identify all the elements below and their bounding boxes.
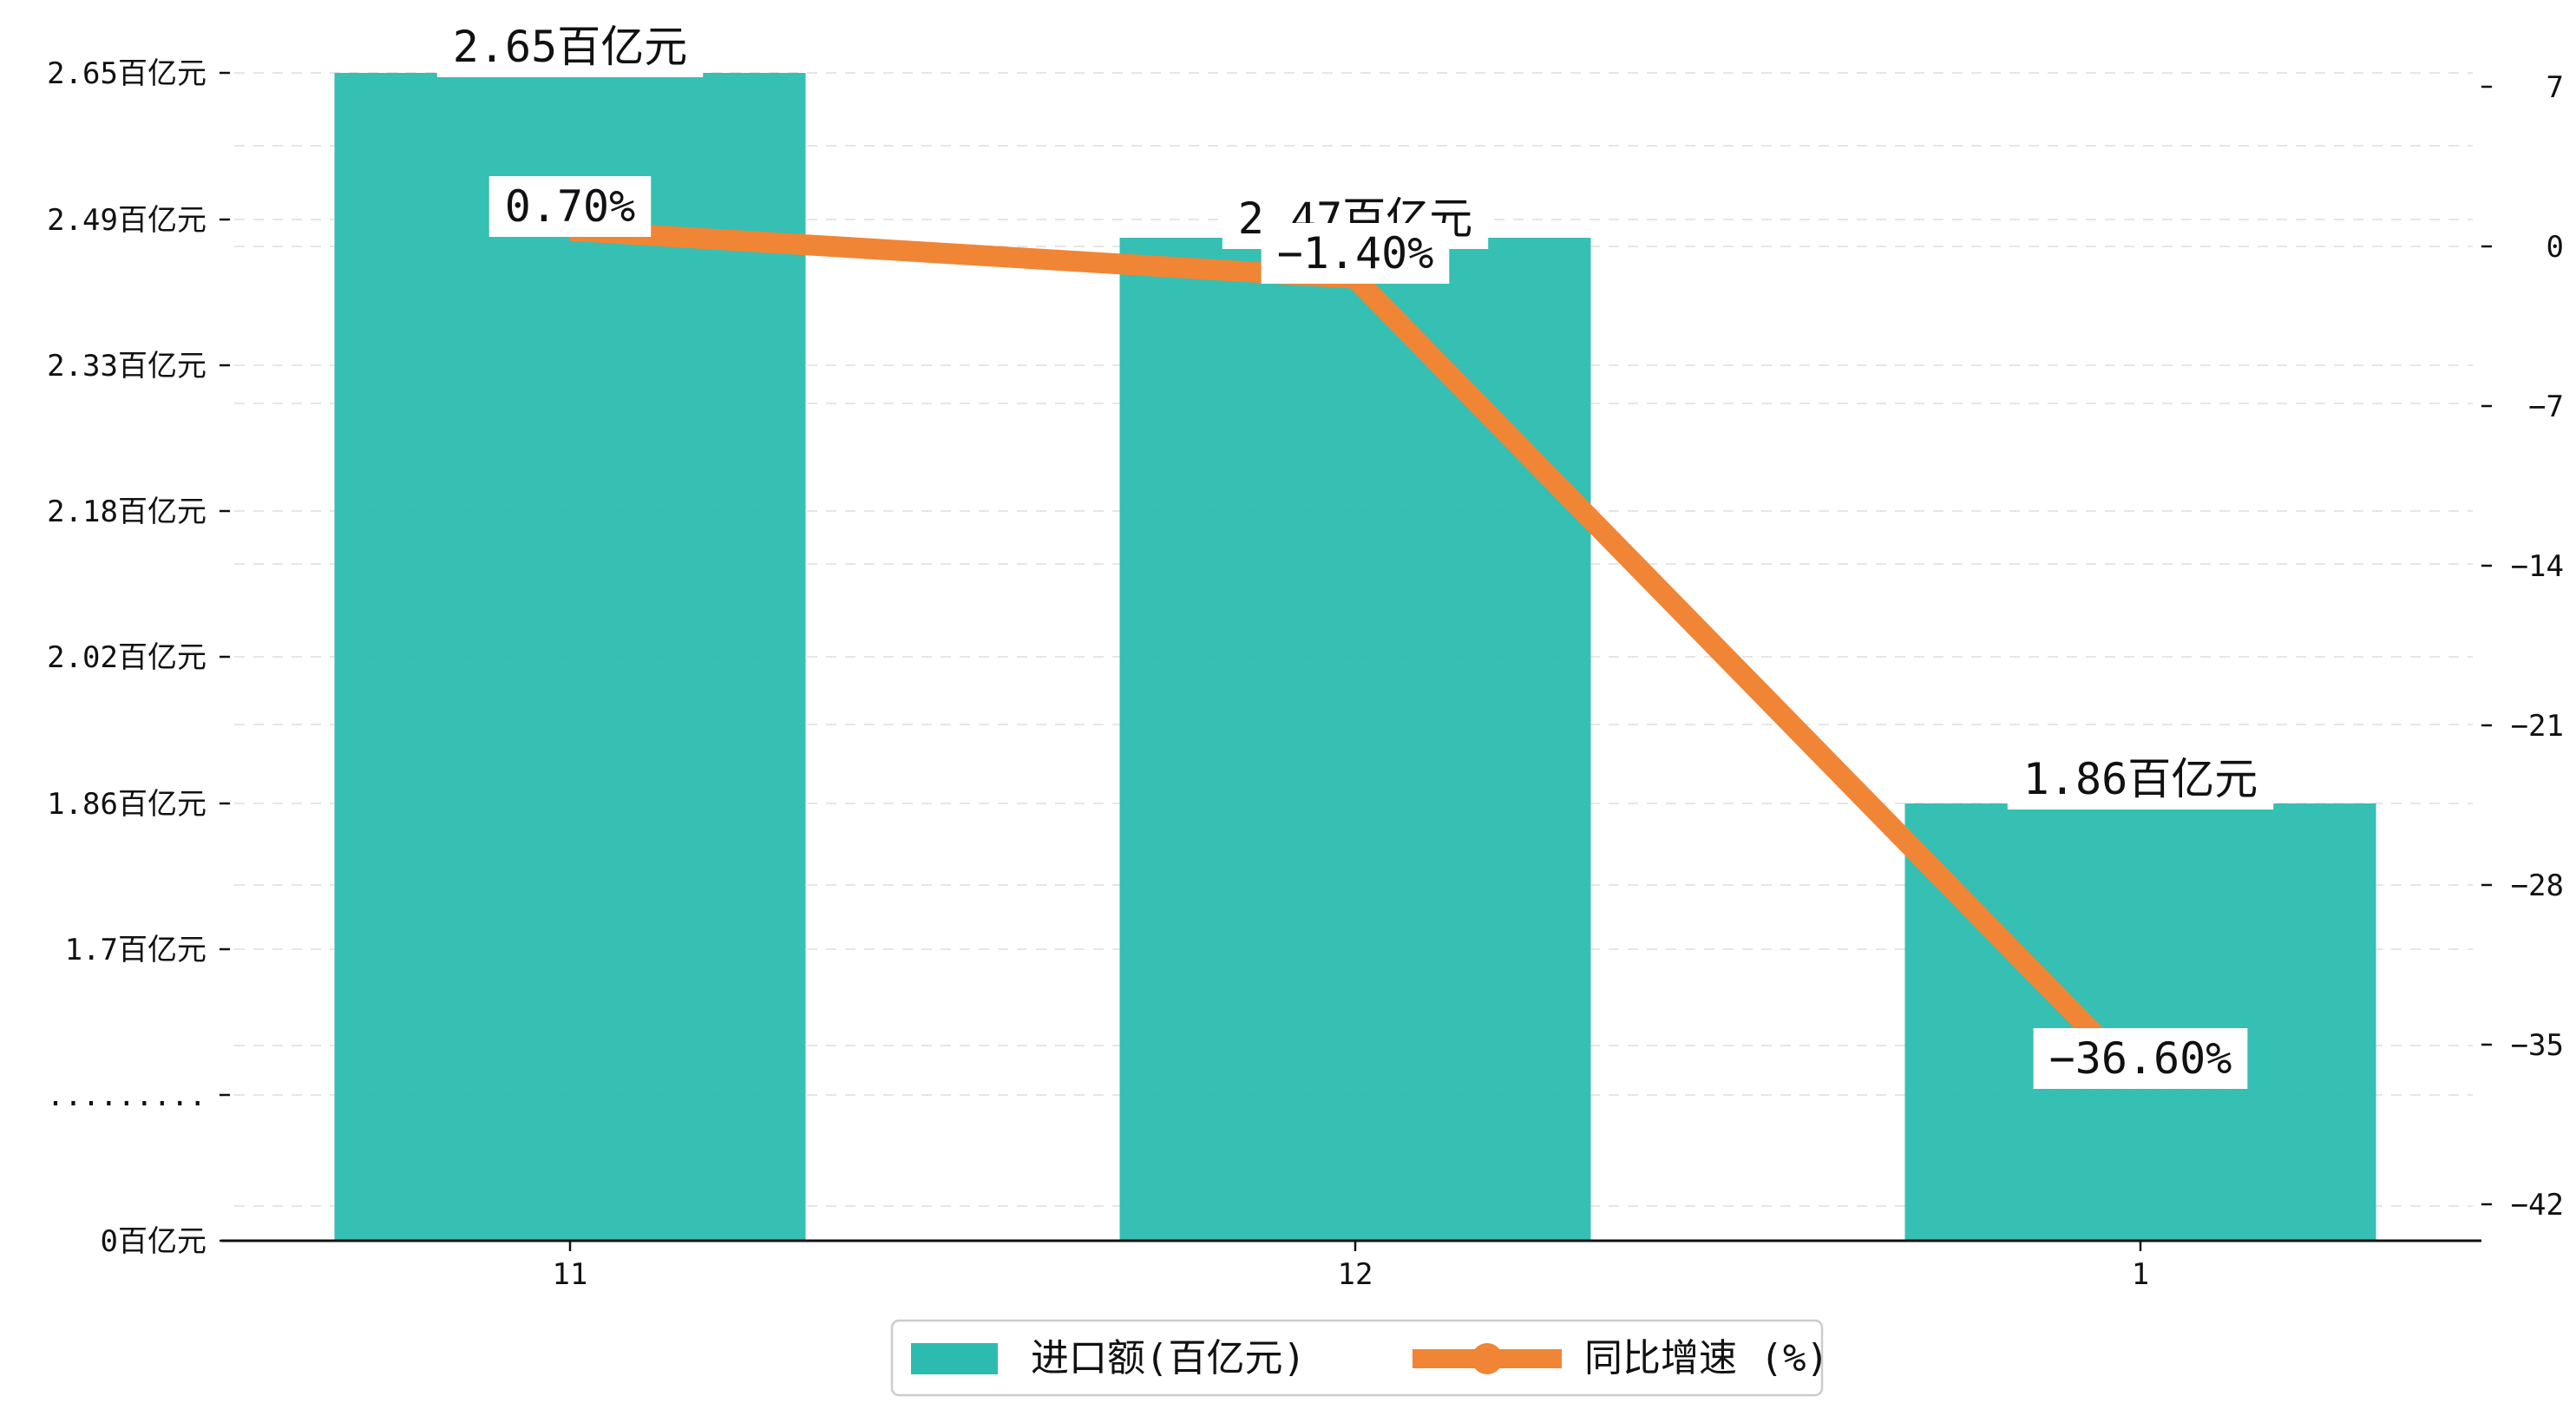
left-tick-label: 2.33百亿元 — [47, 349, 206, 384]
x-axis: 11 12 1 — [221, 1239, 2481, 1292]
left-tick-label: 2.02百亿元 — [47, 640, 206, 675]
right-tick-label: −42 — [2511, 1188, 2564, 1223]
left-tick-label: ......... — [47, 1078, 206, 1113]
bar-label-11-box — [436, 16, 704, 77]
right-tick-label: −28 — [2511, 869, 2564, 903]
left-tick-label: 0百亿元 — [101, 1224, 206, 1259]
bar-label-11: 2.65百亿元 — [436, 16, 704, 77]
growth-label-12-box — [1261, 223, 1450, 284]
bar-1 — [1904, 803, 2376, 1241]
growth-label-11: 0.70% — [488, 176, 652, 237]
growth-label-11-box — [488, 176, 652, 237]
right-tick-label: −7 — [2528, 390, 2564, 424]
growth-label-12: −1.40% — [1261, 223, 1450, 284]
legend-swatch-bar — [911, 1343, 998, 1374]
left-tick-label: 2.65百亿元 — [47, 56, 206, 91]
right-tick-label: −14 — [2511, 549, 2564, 584]
x-tick-label: 12 — [1338, 1257, 1373, 1292]
bars — [334, 73, 2376, 1241]
right-tick-label: 7 — [2547, 70, 2564, 105]
bar-label-11-text: 2.65百亿元 — [453, 22, 687, 72]
right-tick-label: −21 — [2511, 709, 2564, 744]
right-axis: 7 0 −7 −14 −21 −28 −35 −42 — [2481, 70, 2564, 1223]
growth-label-11-text: 0.70% — [505, 181, 636, 232]
left-axis: 0百亿元......... 1.7百亿元 1.86百亿元 2.02百亿元 2.18百亿元… — [47, 56, 230, 1259]
growth-label-1: −36.60% — [2033, 1028, 2248, 1089]
left-tick-label: 1.86百亿元 — [47, 787, 206, 822]
left-tick-label: 1.7百亿元 — [65, 933, 206, 967]
legend-swatch-marker — [1472, 1343, 1503, 1374]
left-tick-label: 2.49百亿元 — [47, 203, 206, 238]
left-tick-label: 2.18百亿元 — [47, 495, 206, 529]
legend: 进口额(百亿元) 同比增速 (%) — [890, 1319, 1829, 1397]
bar-label-1: 1.86百亿元 — [2007, 749, 2274, 810]
legend-box — [890, 1319, 1824, 1397]
x-tick-label: 1 — [2132, 1257, 2149, 1292]
legend-label-bar: 进口额(百亿元) — [1031, 1336, 1306, 1380]
growth-label-12-text: −1.40% — [1277, 228, 1434, 279]
x-tick-label: 11 — [553, 1257, 588, 1292]
right-tick-label: 0 — [2547, 230, 2564, 265]
legend-label-line: 同比增速 (%) — [1584, 1336, 1829, 1380]
bar-11 — [334, 73, 806, 1241]
bar-label-1-box — [2007, 749, 2274, 810]
bar-label-1-text: 1.86百亿元 — [2023, 754, 2258, 804]
growth-label-1-box — [2033, 1028, 2248, 1089]
right-tick-label: −35 — [2511, 1028, 2564, 1063]
growth-label-1-text: −36.60% — [2049, 1033, 2232, 1084]
bar-12 — [1119, 238, 1591, 1241]
